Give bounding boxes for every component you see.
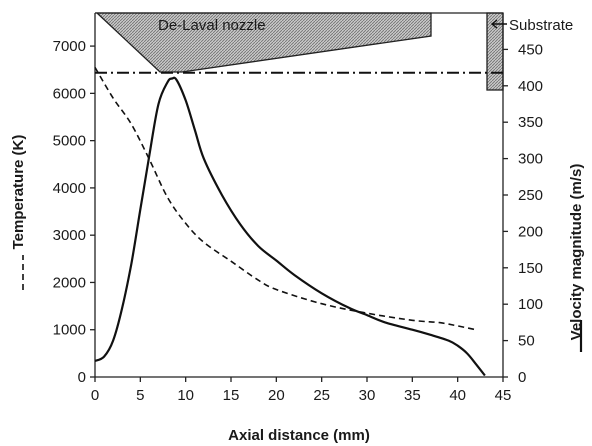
y2-tick-label: 350 bbox=[518, 114, 543, 131]
y-tick-label: 4000 bbox=[53, 180, 86, 197]
y2-tick-label: 400 bbox=[518, 78, 543, 95]
y-tick-label: 5000 bbox=[53, 133, 86, 150]
x-tick-label: 30 bbox=[359, 387, 376, 404]
x-tick-label: 10 bbox=[177, 387, 194, 404]
y-axis-title-group: Temperature (K) bbox=[10, 135, 27, 250]
substrate-arrow-icon bbox=[490, 19, 507, 29]
y2-tick-label: 300 bbox=[518, 151, 543, 168]
x-tick-label: 25 bbox=[313, 387, 330, 404]
nozzle-label: De-Laval nozzle bbox=[158, 17, 266, 34]
x-tick-label: 0 bbox=[91, 387, 99, 404]
y2-tick-label: 200 bbox=[518, 223, 543, 240]
y-tick-label: 6000 bbox=[53, 85, 86, 102]
x-ticks: 0 5 10 15 20 25 30 35 40 45 bbox=[91, 377, 512, 404]
x-tick-label: 35 bbox=[404, 387, 421, 404]
x-axis-title: Axial distance (mm) bbox=[228, 427, 370, 444]
substrate-label: Substrate bbox=[509, 17, 573, 34]
y2-tick-label: 0 bbox=[518, 369, 526, 386]
y2-axis-title: Velocity magnitude (m/s) bbox=[568, 164, 585, 341]
y-tick-label: 2000 bbox=[53, 274, 86, 291]
x-tick-label: 15 bbox=[223, 387, 240, 404]
y2-tick-label: 250 bbox=[518, 187, 543, 204]
y2-tick-label: 50 bbox=[518, 333, 535, 350]
y-tick-label: 7000 bbox=[53, 38, 86, 55]
x-tick-label: 20 bbox=[268, 387, 285, 404]
y2-tick-label: 150 bbox=[518, 260, 543, 277]
y2-tick-label: 450 bbox=[518, 41, 543, 58]
y-ticks: 0 1000 2000 3000 4000 5000 6000 7000 bbox=[53, 38, 95, 386]
y2-ticks: 0 50 100 150 200 250 300 350 400 450 bbox=[503, 41, 543, 386]
y2-axis-title-group: Velocity magnitude (m/s) bbox=[568, 164, 585, 341]
y2-tick-label: 100 bbox=[518, 296, 543, 313]
y-tick-label: 0 bbox=[78, 369, 86, 386]
y-tick-label: 1000 bbox=[53, 322, 86, 339]
x-tick-label: 45 bbox=[495, 387, 512, 404]
x-tick-label: 40 bbox=[449, 387, 466, 404]
y-tick-label: 3000 bbox=[53, 227, 86, 244]
x-tick-label: 5 bbox=[136, 387, 144, 404]
velocity-series-line bbox=[94, 76, 486, 377]
temperature-series-line bbox=[94, 66, 476, 331]
y-axis-title: Temperature (K) bbox=[10, 135, 27, 250]
